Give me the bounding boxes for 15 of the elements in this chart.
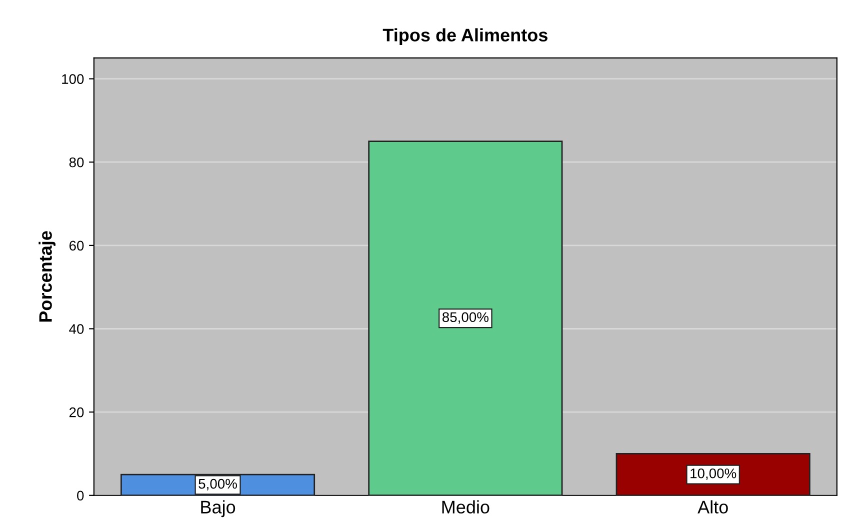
y-tick-label: 60 <box>69 240 84 251</box>
y-tick-label: 40 <box>69 324 84 334</box>
x-tick-label: Medio <box>442 500 490 514</box>
y-tick-label: 80 <box>69 157 84 168</box>
data-label: 10,00% <box>690 468 736 480</box>
bar <box>368 140 563 496</box>
y-tick-label: 20 <box>69 407 84 418</box>
x-tick-label: Bajo <box>201 500 236 518</box>
data-label: 5,00% <box>198 478 237 490</box>
y-axis-title: Porcentaje <box>38 231 56 322</box>
y-tick-label: 100 <box>62 74 84 84</box>
data-label: 85,00% <box>442 312 488 324</box>
chart-title: Tipos de Alimentos <box>382 28 548 46</box>
y-tick-label: 0 <box>77 490 84 501</box>
x-tick-label: Alto <box>698 500 728 514</box>
